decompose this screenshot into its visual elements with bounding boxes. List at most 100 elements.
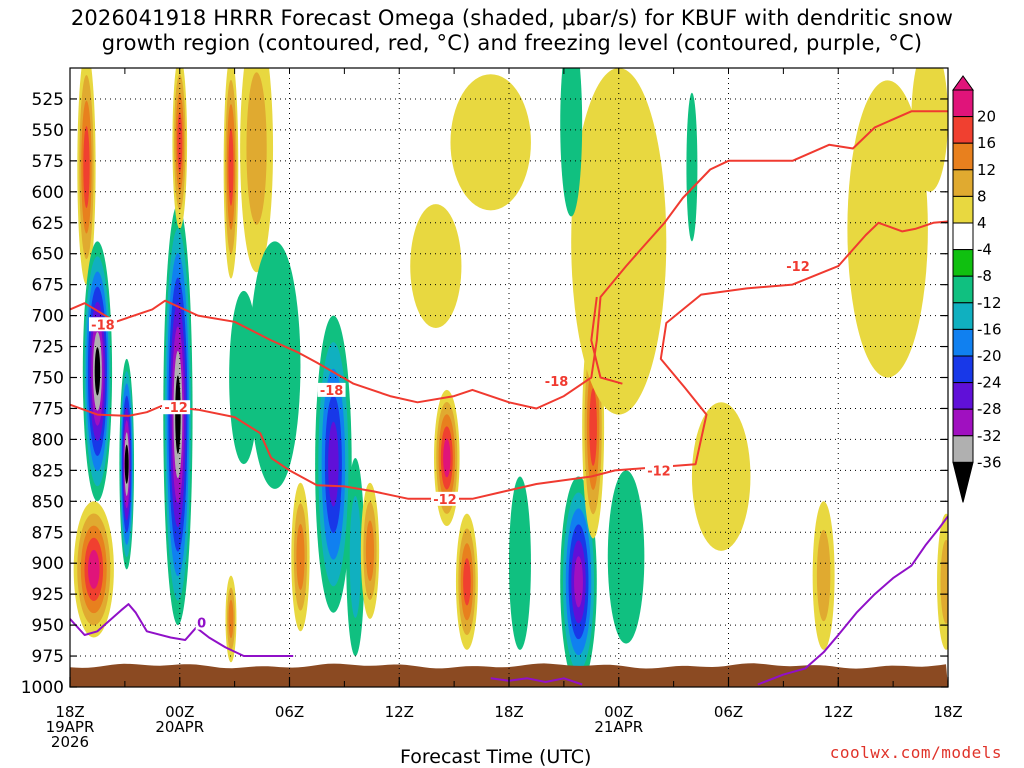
colorbar-swatch (952, 116, 974, 144)
y-tick-label: 675 (32, 276, 64, 296)
x-tick-line: 06Z (714, 703, 743, 721)
omega-cell (691, 402, 751, 551)
omega-level-4 (911, 68, 948, 192)
colorbar-swatch (952, 435, 974, 463)
colorbar-label: 20 (977, 108, 996, 126)
x-tick-label: 18Z (494, 703, 523, 721)
dgz-contour-label: -18 (320, 384, 344, 399)
colorbar-swatch (952, 328, 974, 357)
colorbar-label: 4 (977, 214, 987, 232)
omega-level--24 (328, 421, 339, 507)
omega-cell (560, 68, 583, 217)
omega-cell (686, 92, 698, 242)
colorbar-label: -36 (977, 453, 1002, 471)
x-tick-label: 06Z (714, 703, 743, 721)
y-tick-label: 575 (32, 152, 64, 172)
omega-level--36 (175, 375, 181, 454)
y-tick-label: 950 (32, 616, 64, 636)
omega-cell (315, 315, 352, 613)
omega-cell (172, 68, 188, 229)
omega-level--36 (94, 347, 101, 396)
colorbar-cap-top (952, 75, 974, 91)
omega-cell (163, 204, 193, 626)
x-tick-label: 12Z (824, 703, 853, 721)
x-tick-line: 18Z (933, 703, 962, 721)
freezing-level-contour (70, 603, 294, 657)
omega-cell (249, 241, 301, 489)
omega-cell (77, 68, 96, 285)
dgz-contour-label: -12 (647, 464, 671, 479)
colorbar-label: 12 (977, 161, 996, 179)
omega-level--8 (607, 470, 645, 644)
colorbar-label: -28 (977, 400, 1002, 418)
y-tick-label: 900 (32, 554, 64, 574)
dgz-contour-label: -12 (164, 401, 188, 416)
chart-title-line1: 2026041918 HRRR Forecast Omega (shaded, … (70, 6, 954, 30)
y-tick-label: 650 (32, 245, 64, 265)
colorbar-label: -12 (977, 294, 1002, 312)
x-tick-line: 19APR (46, 718, 95, 736)
contour-lines: -18 -18 -18 -12 -12 -12 -12 0 (70, 110, 948, 686)
x-tick-label: 06Z (275, 703, 304, 721)
omega-level-20 (443, 438, 451, 478)
site-credit: coolwx.com/models (829, 743, 1002, 762)
omega-cell (450, 74, 531, 211)
omega-level-4 (450, 74, 531, 211)
omega-level-16 (463, 558, 471, 606)
freezing-level-contour-bg (195, 615, 208, 630)
omega-level-12 (228, 599, 234, 639)
x-tick-line: 20APR (155, 718, 204, 736)
dgz-contour-bg (162, 400, 191, 415)
chart-title: 2026041918 HRRR Forecast Omega (shaded, … (0, 6, 1024, 56)
x-tick-line: 18Z (55, 703, 84, 721)
colorbar-swatch (952, 275, 974, 304)
freezing-level-contour (490, 677, 583, 686)
x-tick-line: 00Z (165, 703, 194, 721)
omega-level-16 (228, 128, 234, 206)
omega-cell (73, 501, 114, 638)
x-tick-line: 2026 (51, 733, 89, 751)
omega-cell (455, 513, 478, 650)
omega-level-4 (847, 80, 928, 378)
freezing-level-contour-label: 0 (197, 617, 206, 632)
x-tick-line: 12Z (824, 703, 853, 721)
y-tick-label: 550 (32, 121, 64, 141)
dgz-contour-label: -18 (545, 375, 569, 390)
colorbar-label: -20 (977, 347, 1002, 365)
omega-shading (73, 68, 948, 687)
omega-cell (346, 457, 365, 657)
omega-cell (223, 68, 239, 279)
omega-cell (225, 575, 237, 663)
x-tick-line: 06Z (275, 703, 304, 721)
y-tick-label: 625 (32, 214, 64, 234)
dgz-contour (590, 296, 623, 385)
omega-level-4 (691, 402, 751, 551)
dgz-contour-bg (88, 317, 117, 332)
omega-cell (119, 358, 135, 570)
omega-cell (911, 68, 948, 192)
omega-level-8 (940, 539, 948, 624)
y-tick-label: 600 (32, 183, 64, 203)
dgz-contour-bg (644, 463, 673, 478)
y-tick-label: 825 (32, 461, 64, 481)
dgz-contour-bg (542, 374, 571, 389)
x-tick-label: 12Z (385, 703, 414, 721)
dgz-contour-bg (317, 382, 346, 397)
omega-cell (571, 68, 667, 415)
omega-level-16 (83, 126, 90, 208)
colorbar-swatch (952, 382, 974, 410)
dgz-contour-label: -12 (433, 493, 457, 508)
colorbar-label: 8 (977, 187, 987, 205)
omega-cell (291, 482, 310, 632)
omega-level-8 (816, 529, 831, 622)
omega-cell (82, 241, 113, 502)
x-tick-label: 18Z (933, 703, 962, 721)
omega-level-8 (246, 72, 267, 225)
dgz-contour-bg (784, 259, 813, 274)
colorbar-swatch (952, 408, 974, 437)
omega-level--12 (349, 496, 361, 618)
dgz-contour (70, 220, 948, 500)
y-tick-label: 700 (32, 307, 64, 327)
omega-level--8 (508, 476, 531, 650)
